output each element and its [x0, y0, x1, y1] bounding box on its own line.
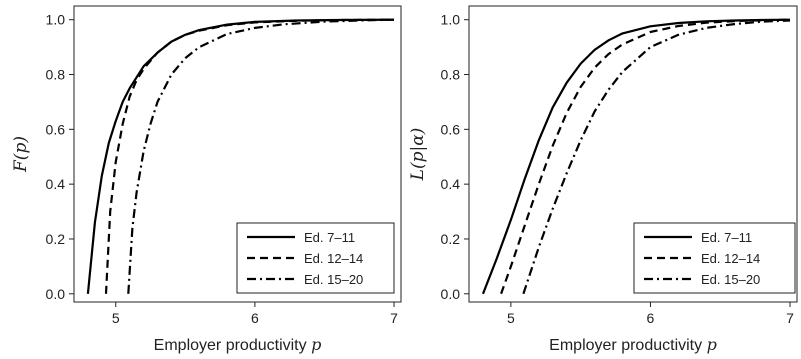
- right-chart-panel: 0.0 0.2 0.4 0.6 0.8 1.0 5 6 7 Employer productivi…: [408, 5, 798, 354]
- legend: Ed. 7–11 Ed. 12–14 Ed. 15–20: [236, 222, 395, 294]
- x-axis-title-text: Employer productivity: [154, 337, 311, 354]
- x-axis-title-variable: p: [311, 335, 321, 354]
- x-axis-title-text: Employer productivity: [549, 337, 706, 354]
- legend-label-1: Ed. 7–11: [701, 230, 752, 245]
- x-tick-label: 7: [786, 310, 794, 326]
- x-tick-label: 5: [507, 310, 515, 326]
- series-line-2: [104, 18, 395, 294]
- plot-frame: [73, 5, 402, 303]
- series-line-2: [500, 18, 791, 295]
- y-tick-label: 1.0: [441, 12, 461, 28]
- y-axis-title: L(p|α): [408, 128, 428, 182]
- series-line-3: [522, 19, 791, 295]
- y-tick-label: 0.4: [441, 176, 461, 192]
- left-chart-panel: 0.0 0.2 0.4 0.6 0.8 1.0 5 6 7 Employer productivi…: [11, 5, 402, 354]
- y-tick-label: 0.0: [441, 286, 461, 302]
- legend-label-2: Ed. 12–14: [304, 251, 363, 266]
- y-tick-label: 0.4: [46, 176, 66, 192]
- legend-label-3: Ed. 15–20: [304, 272, 363, 287]
- y-tick-label: 1.0: [46, 12, 66, 28]
- y-tick-label: 0.6: [441, 121, 461, 137]
- y-tick-label: 0.6: [46, 121, 66, 137]
- legend-label-2: Ed. 12–14: [701, 251, 760, 266]
- y-tick-label: 0.2: [441, 231, 461, 247]
- series-line-1: [481, 18, 791, 295]
- x-tick-label: 5: [112, 310, 120, 326]
- y-tick-label: 0.8: [441, 67, 461, 83]
- plot-frame: [468, 5, 798, 303]
- x-tick-label: 7: [390, 310, 398, 326]
- x-axis-title: Employer productivity p: [154, 335, 322, 354]
- x-tick-label: 6: [647, 310, 655, 326]
- y-tick-label: 0.2: [46, 231, 66, 247]
- y-axis-title: F(p): [11, 136, 31, 173]
- legend-label-3: Ed. 15–20: [701, 272, 760, 287]
- legend: Ed. 7–11 Ed. 12–14 Ed. 15–20: [633, 222, 796, 294]
- legend-label-1: Ed. 7–11: [304, 230, 355, 245]
- y-tick-label: 0.0: [46, 286, 66, 302]
- series-line-3: [127, 18, 395, 294]
- x-axis-title-variable: p: [707, 335, 717, 354]
- x-tick-label: 6: [251, 310, 259, 326]
- x-axis-title: Employer productivity p: [549, 335, 717, 354]
- y-tick-label: 0.8: [46, 67, 66, 83]
